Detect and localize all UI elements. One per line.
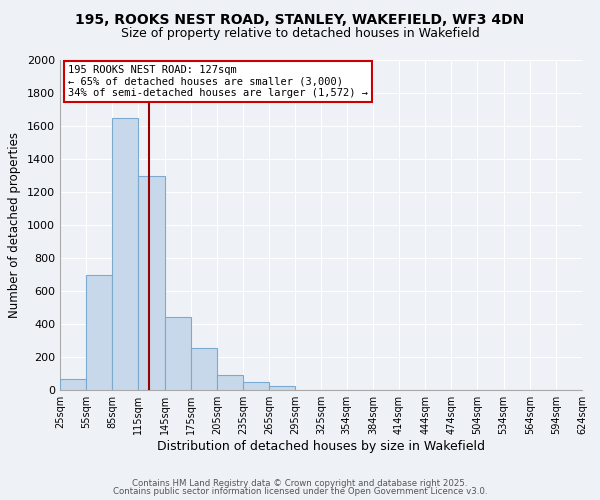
Bar <box>191 348 217 390</box>
Bar <box>139 176 164 390</box>
X-axis label: Distribution of detached houses by size in Wakefield: Distribution of detached houses by size … <box>157 440 485 453</box>
Bar <box>164 318 191 390</box>
Bar <box>112 118 139 390</box>
Bar <box>86 274 112 390</box>
Text: Contains HM Land Registry data © Crown copyright and database right 2025.: Contains HM Land Registry data © Crown c… <box>132 478 468 488</box>
Text: 195 ROOKS NEST ROAD: 127sqm
← 65% of detached houses are smaller (3,000)
34% of : 195 ROOKS NEST ROAD: 127sqm ← 65% of det… <box>68 65 368 98</box>
Y-axis label: Number of detached properties: Number of detached properties <box>8 132 22 318</box>
Bar <box>243 382 269 390</box>
Bar <box>269 386 295 390</box>
Bar <box>217 375 243 390</box>
Bar <box>60 380 86 390</box>
Text: Size of property relative to detached houses in Wakefield: Size of property relative to detached ho… <box>121 28 479 40</box>
Text: 195, ROOKS NEST ROAD, STANLEY, WAKEFIELD, WF3 4DN: 195, ROOKS NEST ROAD, STANLEY, WAKEFIELD… <box>76 12 524 26</box>
Text: Contains public sector information licensed under the Open Government Licence v3: Contains public sector information licen… <box>113 487 487 496</box>
